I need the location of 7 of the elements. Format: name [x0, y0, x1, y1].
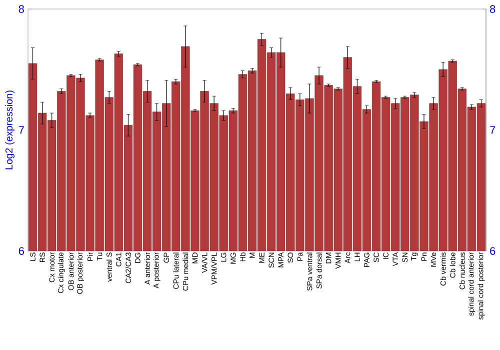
- y-tick-label: 8: [18, 5, 24, 13]
- y2-tick-label: 6: [490, 247, 496, 255]
- y-axis-title: Log2 (expression): [5, 90, 14, 170]
- y2-tick-label: 7: [490, 126, 496, 134]
- y-tick-label: 6: [18, 247, 24, 255]
- y2-tick-label: 8: [490, 5, 496, 13]
- y-tick-label: 7: [18, 126, 24, 134]
